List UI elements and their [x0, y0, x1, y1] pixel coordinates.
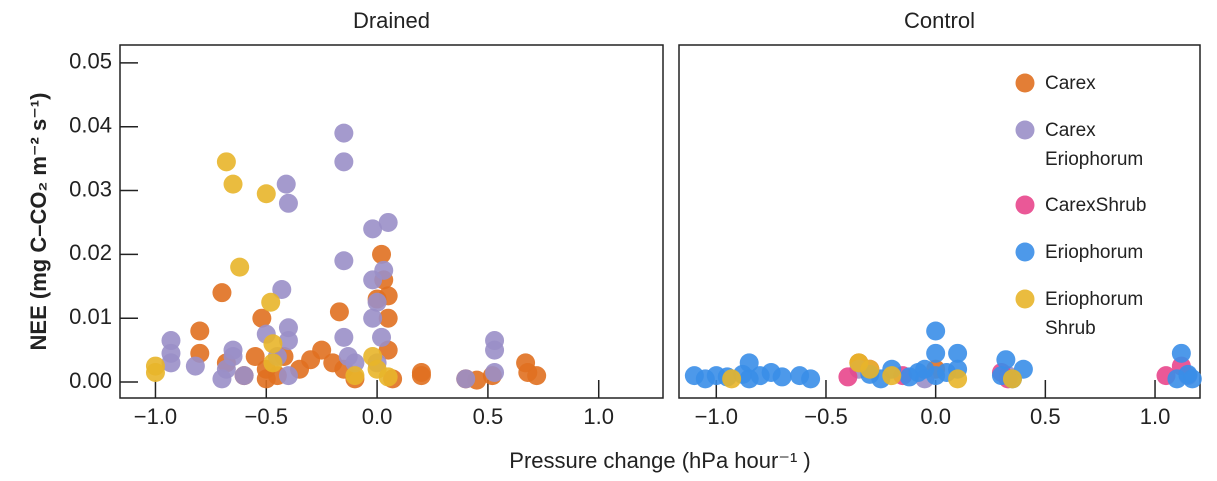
point [456, 369, 476, 389]
point [363, 219, 383, 239]
point [334, 123, 354, 143]
legend-swatch [1015, 289, 1035, 309]
point [345, 366, 365, 386]
point [272, 279, 292, 299]
point [772, 367, 792, 387]
point [190, 321, 210, 341]
point [378, 212, 398, 232]
panel-title: Drained [353, 8, 430, 33]
point [223, 174, 243, 194]
point [145, 362, 165, 382]
point [261, 292, 281, 312]
point [378, 308, 398, 328]
point [722, 369, 742, 389]
point [223, 340, 243, 360]
point [411, 366, 431, 386]
point [860, 359, 880, 379]
y-tick-label: 0.05 [69, 49, 112, 74]
point [329, 302, 349, 322]
point [245, 347, 265, 367]
legend-label: Eriophorum Shrub [1045, 289, 1144, 339]
x-tick-label: 1.0 [1140, 404, 1171, 429]
x-tick-label: 0.5 [473, 404, 504, 429]
y-tick-label: 0.02 [69, 240, 112, 265]
point [185, 356, 205, 376]
legend-label: Carex Eriophorum [1045, 120, 1144, 170]
point [739, 353, 759, 373]
x-tick-label: 0.0 [362, 404, 393, 429]
point [1171, 343, 1191, 363]
point [161, 353, 181, 373]
point [334, 251, 354, 271]
point [374, 260, 394, 280]
point [334, 327, 354, 347]
plot-frame [119, 44, 664, 399]
point [278, 331, 298, 351]
point [230, 257, 250, 277]
point [334, 152, 354, 172]
point [276, 174, 296, 194]
point [838, 367, 858, 387]
legend-label: CarexShrub [1045, 195, 1147, 216]
point [485, 340, 505, 360]
point [278, 193, 298, 213]
x-tick-label: 0.5 [1030, 404, 1061, 429]
x-tick-label: −1.0 [695, 404, 738, 429]
legend-swatch [1015, 242, 1035, 262]
point [926, 321, 946, 341]
point [948, 343, 968, 363]
legend-label: Eriophorum [1045, 242, 1144, 263]
x-tick-label: −0.5 [245, 404, 288, 429]
point [996, 350, 1016, 370]
panel-title: Control [904, 8, 975, 33]
point [485, 362, 505, 382]
point [1182, 369, 1202, 389]
y-tick-label: 0.04 [69, 113, 112, 138]
point [948, 369, 968, 389]
point [372, 244, 392, 264]
legend-entry: Carex Eriophorum [1045, 120, 1144, 170]
legend-entry: Eriophorum Shrub [1045, 289, 1144, 339]
legend-entry: Carex [1045, 73, 1096, 94]
y-tick-label: 0.03 [69, 176, 112, 201]
point [216, 152, 236, 172]
legend-swatch [1015, 120, 1035, 140]
y-axis-label: NEE (mg C–CO₂ m⁻² s⁻¹) [26, 93, 51, 351]
point [252, 308, 272, 328]
x-tick-label: −1.0 [134, 404, 177, 429]
point [363, 308, 383, 328]
y-tick-label: 0.01 [69, 304, 112, 329]
legend-swatch [1015, 73, 1035, 93]
legend-entry: CarexShrub [1045, 195, 1147, 216]
legend-swatch [1015, 195, 1035, 215]
x-tick-label: 0.0 [920, 404, 951, 429]
y-tick-label: 0.00 [69, 368, 112, 393]
point [378, 367, 398, 387]
point [1002, 369, 1022, 389]
point [263, 353, 283, 373]
point [278, 366, 298, 386]
point [926, 343, 946, 363]
point [801, 369, 821, 389]
point [367, 292, 387, 312]
point [527, 366, 547, 386]
point [882, 366, 902, 386]
point [312, 340, 332, 360]
point [256, 184, 276, 204]
x-axis-label: Pressure change (hPa hour⁻¹ ) [509, 448, 810, 473]
point [212, 283, 232, 303]
legend-entry: Eriophorum [1045, 242, 1144, 263]
plot-frame [678, 44, 1201, 399]
x-tick-label: −0.5 [804, 404, 847, 429]
x-tick-label: 1.0 [583, 404, 614, 429]
point [263, 334, 283, 354]
legend-label: Carex [1045, 73, 1096, 94]
point [372, 327, 392, 347]
point [234, 366, 254, 386]
